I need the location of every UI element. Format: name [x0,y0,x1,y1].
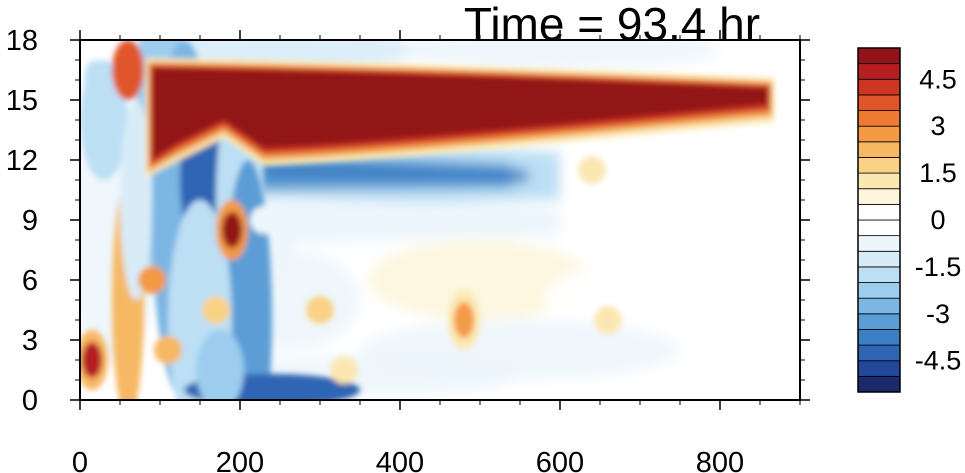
colorbar-frame [857,47,901,393]
colorbar-swatch [857,266,901,283]
colorbar-swatch [857,63,901,80]
colorbar-swatch [857,141,901,158]
y-tick-label: 3 [22,325,38,357]
field-blob [154,336,182,364]
x-tick-label: 800 [696,447,744,473]
y-tick-label: 6 [22,265,38,297]
field-blob [400,40,720,70]
y-tick-label: 15 [6,85,38,117]
colorbar-swatch [857,375,901,393]
y-tick-label: 12 [6,145,38,177]
x-axis: 0 200 400 600 800 [72,30,801,473]
y-tick-label: 9 [22,205,38,237]
colorbar-swatch [857,219,901,237]
field-blob [120,100,152,300]
field-blob [578,156,606,184]
colorbar-swatch [857,47,901,65]
colorbar-label: 4.5 [919,64,957,94]
colorbar-label: -1.5 [915,252,962,282]
colorbar-swatch [857,297,901,315]
positive-blob [216,200,248,260]
positive-blob [448,290,480,350]
colorbar-swatch [857,250,901,268]
x-tick-label: 0 [72,447,88,473]
y-axis: 0 3 6 9 12 15 18 [6,25,810,417]
x-tick-label: 600 [536,447,584,473]
field-blob [594,306,622,334]
x-tick-label: 200 [216,447,264,473]
colorbar-label: -4.5 [915,346,962,376]
colorbar-swatch [857,313,901,330]
weak-negative-region [256,196,560,244]
colorbar-swatch [857,188,901,205]
field-blob [250,206,278,234]
colorbar-swatch [857,78,901,96]
colorbar-swatch [857,235,901,252]
colorbar-swatch [857,94,901,111]
heatmap-field [80,40,775,400]
colorbar-swatch [857,110,901,127]
field-blob [202,296,230,324]
x-tick-label: 400 [376,447,424,473]
colorbar: -4.5 -3 -1.5 0 1.5 3 4.5 [857,47,962,393]
colorbar-swatch [857,329,901,346]
field-blob [84,60,108,100]
positive-blob [80,330,108,390]
field-blob [306,296,334,324]
colorbar-label: -3 [926,299,950,329]
colorbar-swatch [857,125,901,143]
colorbar-swatch [857,360,901,377]
y-tick-label: 18 [6,25,38,57]
colorbar-label: 0 [930,205,945,235]
colorbar-label: 1.5 [919,158,957,188]
colorbar-swatch [857,157,901,174]
field-blob [368,240,592,320]
positive-band [145,58,775,178]
colorbar-swatch [857,282,901,299]
field-blob [138,266,166,294]
field-blob [544,260,736,340]
colorbar-swatch [857,172,901,190]
colorbar-label: 3 [930,111,945,141]
field-blob [112,40,144,100]
y-tick-label: 0 [22,385,38,417]
field-blob [330,356,358,384]
field-blob [196,330,244,400]
colorbar-swatch [857,203,901,221]
colorbar-swatch [857,344,901,362]
